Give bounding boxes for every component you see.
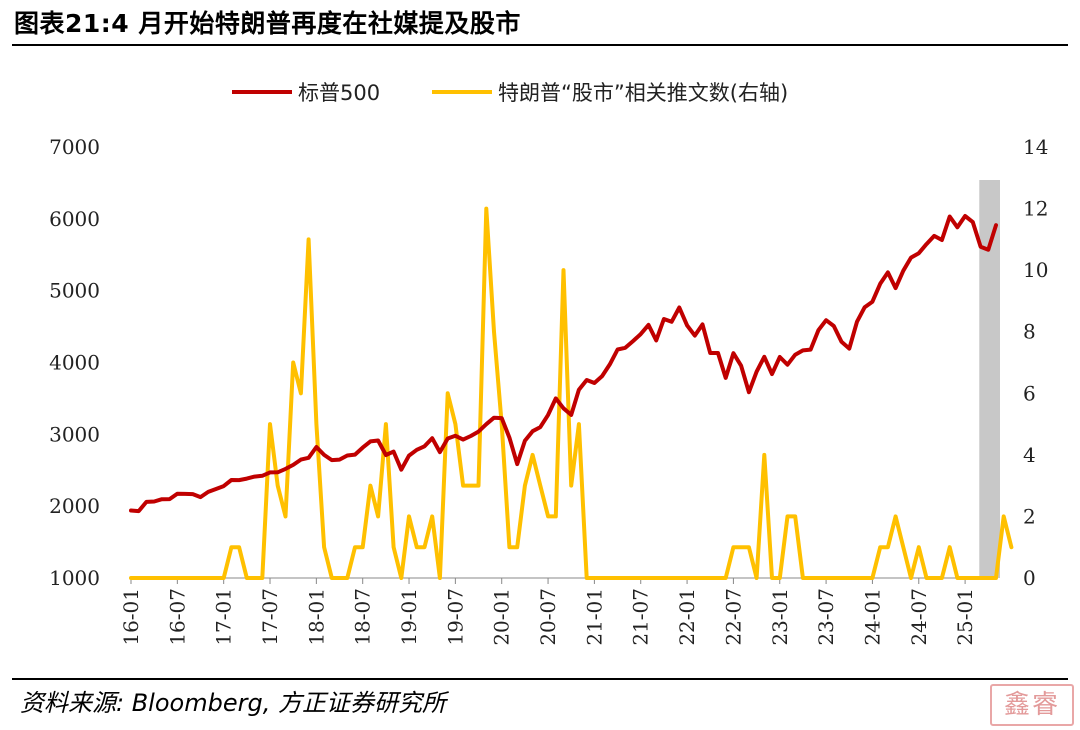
- x-tick-label: 20-07: [536, 588, 560, 646]
- y-left-tick-label: 5000: [49, 279, 100, 303]
- x-tick-label: 16-07: [165, 588, 189, 646]
- chart: 1000 2000 3000 4000 5000 6000 7000 0 2 4 6 8 10 12 14 1…: [49, 81, 1048, 646]
- x-tick-label: 24-01: [860, 588, 884, 646]
- series-line-sp500: [129, 214, 998, 514]
- series-lines: [129, 206, 1014, 580]
- y-right-tick-label: 6: [1023, 381, 1036, 405]
- axes: 1000 2000 3000 4000 5000 6000 7000 0 2 4 6 8 10 12 14 1…: [49, 135, 1048, 646]
- x-tick-label: 22-01: [675, 588, 699, 646]
- highlight-band: [979, 180, 1000, 578]
- x-tick-label: 19-01: [397, 588, 421, 646]
- x-tick-label: 20-01: [490, 588, 514, 646]
- x-tick-label: 17-01: [212, 588, 236, 646]
- legend-label-tweets: 特朗普“股市”相关推文数(右轴): [498, 81, 788, 105]
- title-divider: [12, 44, 1068, 46]
- chart-title: 图表21:4 月开始特朗普再度在社媒提及股市: [14, 9, 521, 38]
- y-right-tick-label: 12: [1023, 197, 1048, 221]
- source-note: 资料来源: Bloomberg, 方正证券研究所: [20, 689, 446, 717]
- watermark-stamp: 鑫睿: [990, 684, 1074, 726]
- x-tick-label: 23-07: [814, 588, 838, 646]
- y-right-tick-label: 0: [1023, 566, 1036, 590]
- y-right-tick-label: 4: [1023, 443, 1036, 467]
- series-line-tweets: [129, 206, 1014, 580]
- x-tick-label: 23-01: [768, 588, 792, 646]
- y-left-tick-label: 2000: [49, 494, 100, 518]
- y-left-tick-label: 4000: [49, 351, 100, 375]
- legend-label-sp500: 标普500: [298, 81, 380, 105]
- y-left-tick-label: 3000: [49, 422, 100, 446]
- y-left-tick-label: 6000: [49, 207, 100, 231]
- x-tick-label: 21-07: [629, 588, 653, 646]
- y-right-tick-label: 14: [1023, 135, 1048, 159]
- footer-divider: [12, 678, 1068, 680]
- x-tick-label: 24-07: [907, 588, 931, 646]
- x-tick-label: 18-01: [304, 588, 328, 646]
- y-right-tick-label: 8: [1023, 320, 1036, 344]
- x-tick-label: 18-07: [351, 588, 375, 646]
- y-left-tick-label: 1000: [49, 566, 100, 590]
- x-tick-label: 22-07: [721, 588, 745, 646]
- x-tick-label: 17-07: [258, 588, 282, 646]
- x-tick-label: 19-07: [443, 588, 467, 646]
- x-tick-label: 21-01: [582, 588, 606, 646]
- x-tick-label: 16-01: [119, 588, 143, 646]
- y-right-tick-label: 10: [1023, 258, 1048, 282]
- x-tick-label: 25-01: [953, 588, 977, 646]
- y-right-tick-label: 2: [1023, 504, 1036, 528]
- legend: 标普500 特朗普“股市”相关推文数(右轴): [232, 81, 788, 105]
- y-left-tick-label: 7000: [49, 135, 100, 159]
